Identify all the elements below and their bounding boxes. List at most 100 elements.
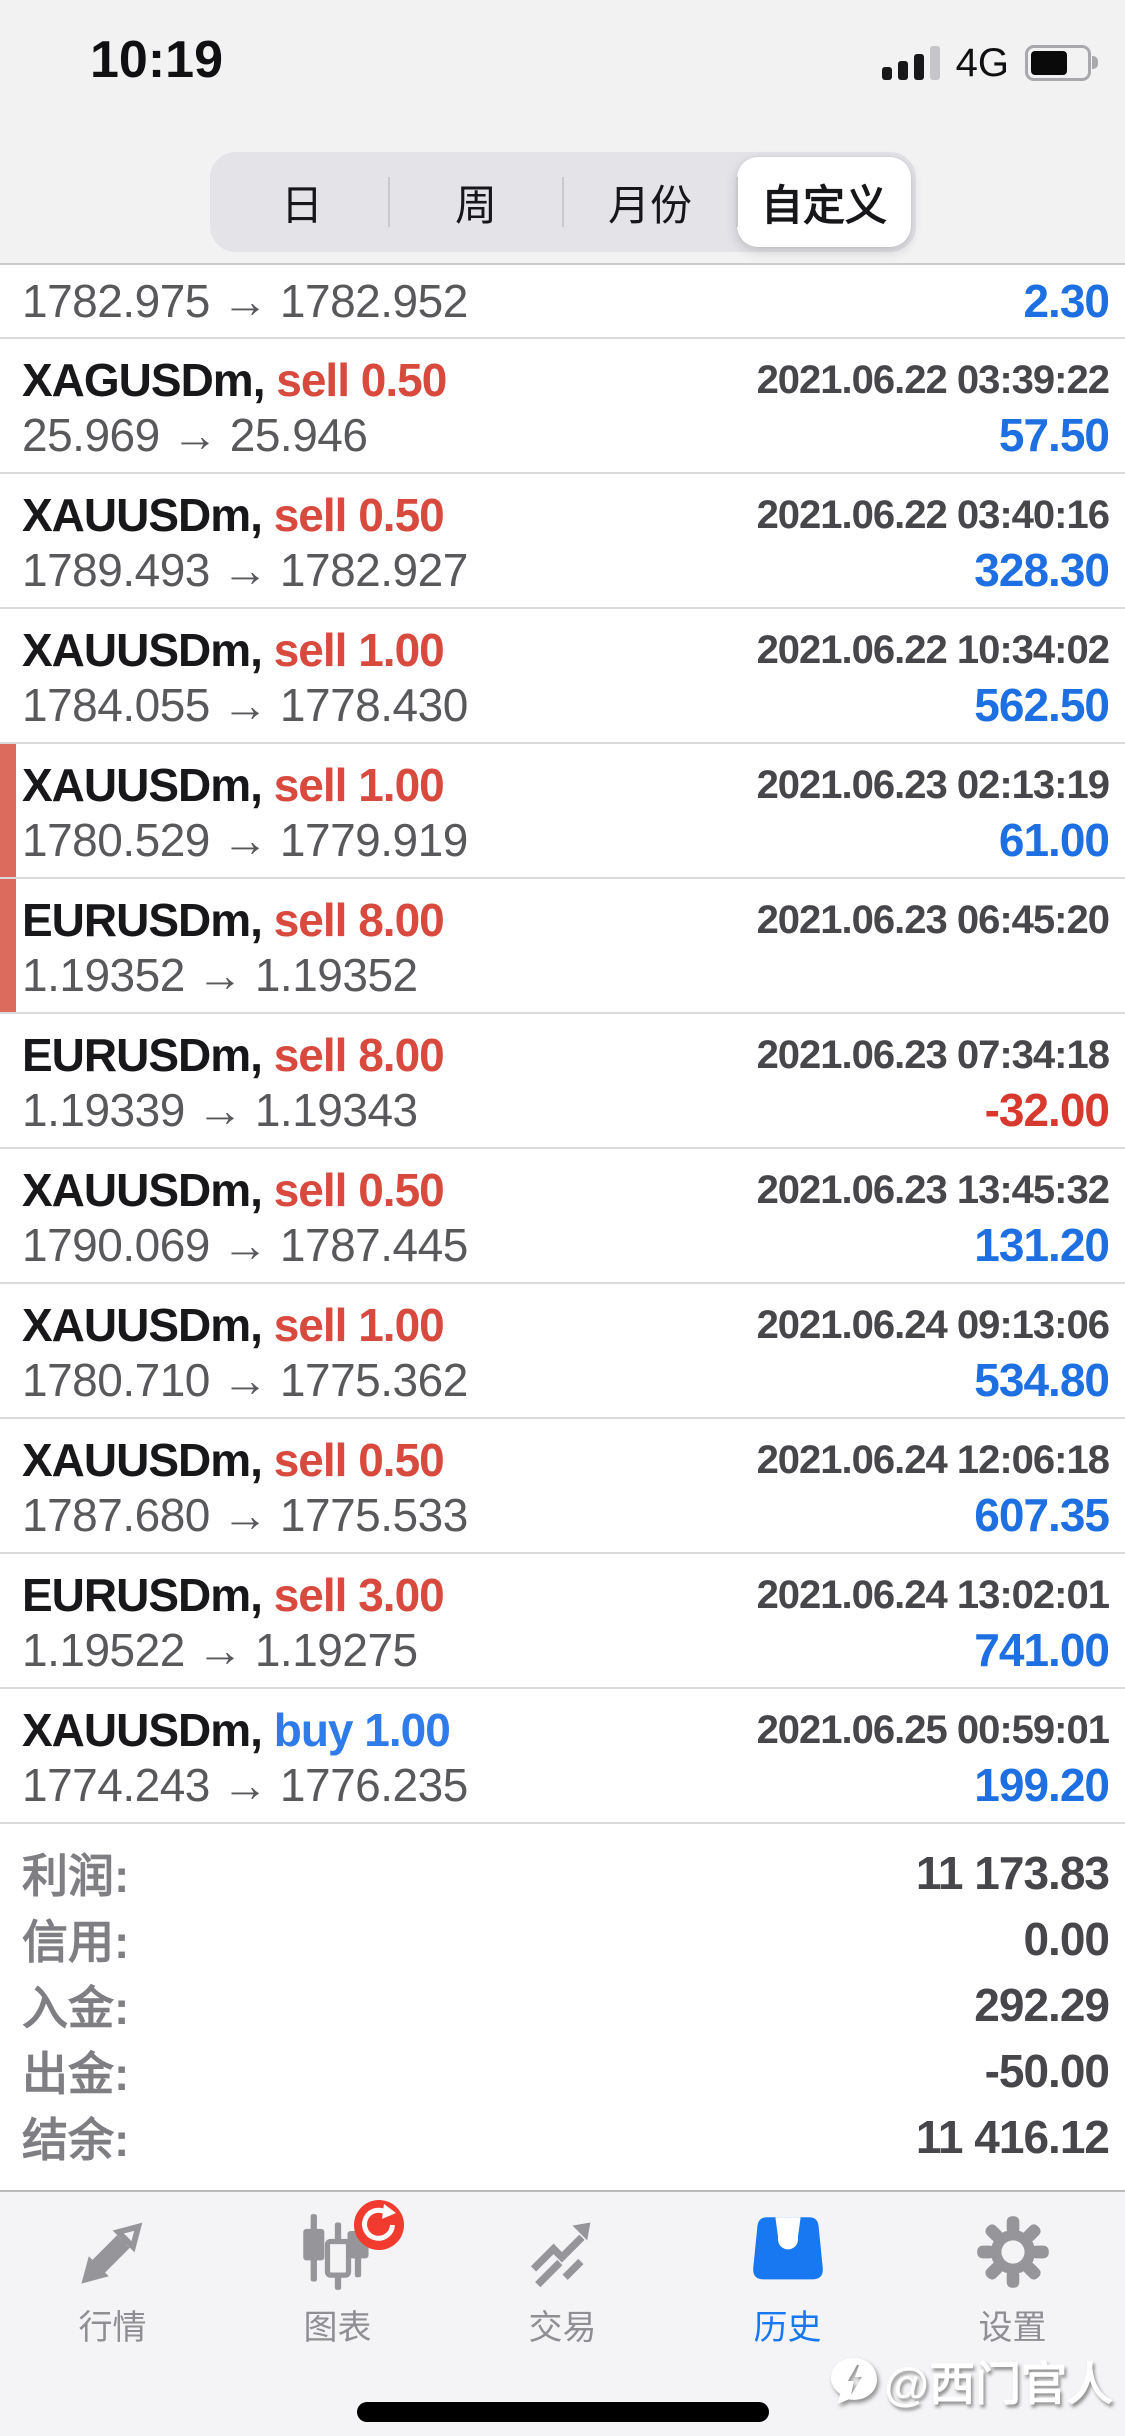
quotes-icon xyxy=(73,2212,153,2292)
trade-profit: 328.30 xyxy=(974,544,1110,596)
trade-symbol: EURUSDm, sell 8.00 xyxy=(22,1029,445,1081)
trade-side-volume: sell 1.00 xyxy=(273,624,445,676)
trade-symbol: XAUUSDm, sell 1.00 xyxy=(22,1299,445,1351)
trade-open-close-prices: 1.19339 → 1.19343 xyxy=(22,1084,418,1136)
trade-symbol: XAUUSDm, sell 1.00 xyxy=(22,624,445,676)
trade-row[interactable]: XAUUSDm, sell 0.50 2021.06.22 03:40:16 178… xyxy=(0,474,1125,609)
trade-datetime: 2021.06.24 12:06:18 xyxy=(756,1437,1110,1482)
trade-datetime: 2021.06.24 13:02:01 xyxy=(756,1572,1110,1617)
trade-row[interactable]: XAUUSDm, sell 1.00 2021.06.23 02:13:19 178… xyxy=(0,744,1125,879)
trade-datetime: 2021.06.23 06:45:20 xyxy=(756,897,1110,942)
trade-profit: 57.50 xyxy=(998,409,1110,461)
trade-side-volume: sell 8.00 xyxy=(273,894,445,946)
account-summary: 利润: 11 173.83 信用: 0.00 入金: 292.29 出金: -50.00 结余:… xyxy=(0,1824,1125,2170)
trade-open-close-prices: 1.19352 → 1.19352 xyxy=(22,949,418,1001)
trade-row-header-line: XAUUSDm, buy 1.00 2021.06.25 00:59:01 xyxy=(22,1701,1110,1759)
trade-profit: 562.50 xyxy=(974,679,1110,731)
network-type-label: 4G xyxy=(955,40,1009,85)
trade-row[interactable]: EURUSDm, sell 8.00 2021.06.23 07:34:18 1.1… xyxy=(0,1014,1125,1149)
trade-symbol: XAUUSDm, sell 0.50 xyxy=(22,489,445,541)
trade-profit: 131.20 xyxy=(974,1219,1110,1271)
trade-row-price-line: 1784.055 → 1778.430 562.50 xyxy=(22,676,1110,734)
trade-open-close-prices: 1789.493 → 1782.927 xyxy=(22,544,468,596)
home-indicator[interactable] xyxy=(356,2402,769,2422)
charts-icon xyxy=(298,2200,404,2292)
trade-row[interactable]: EURUSDm, sell 8.00 2021.06.23 06:45:20 1.1… xyxy=(0,879,1125,1014)
trade-datetime: 2021.06.24 09:13:06 xyxy=(756,1302,1110,1347)
summary-value: 11 416.12 xyxy=(915,2111,1110,2163)
trade-row-header-line: XAUUSDm, sell 1.00 2021.06.23 02:13:19 xyxy=(22,756,1110,814)
tab-历史[interactable]: 历史 xyxy=(675,2212,900,2349)
trade-open-close-prices: 1.19522 → 1.19275 xyxy=(22,1624,418,1676)
watermark: @西门官人 xyxy=(828,2348,1113,2414)
trade-datetime: 2021.06.22 03:40:16 xyxy=(756,492,1110,537)
trade-row[interactable]: XAGUSDm, sell 0.50 2021.06.22 03:39:22 25.… xyxy=(0,339,1125,474)
trade-row-header-line: XAUUSDm, sell 0.50 2021.06.23 13:45:32 xyxy=(22,1161,1110,1219)
trade-row-header-line: EURUSDm, sell 8.00 2021.06.23 06:45:20 xyxy=(22,891,1110,949)
trade-row[interactable]: XAUUSDm, buy 1.00 2021.06.25 00:59:01 1774… xyxy=(0,1689,1125,1824)
trade-row-price-line: 1780.710 → 1775.362 534.80 xyxy=(22,1351,1110,1409)
watermark-text: @西门官人 xyxy=(884,2358,1113,2410)
trade-row[interactable]: XAUUSDm, sell 0.50 2021.06.23 13:45:32 179… xyxy=(0,1149,1125,1284)
row-accent-bar xyxy=(0,879,16,1012)
trade-open-close-prices: 1782.975 → 1782.952 xyxy=(22,275,468,327)
tab-label: 行情 xyxy=(78,2309,147,2347)
summary-value: -50.00 xyxy=(984,2045,1110,2097)
trade-row-price-line: 1.19522 → 1.19275 741.00 xyxy=(22,1621,1110,1679)
trade-row[interactable]: XAUUSDm, sell 1.00 2021.06.24 09:13:06 178… xyxy=(0,1284,1125,1419)
trade-row-price-line: 25.969 → 25.946 57.50 xyxy=(22,406,1110,464)
tab-label: 设置 xyxy=(978,2309,1047,2347)
tab-设置[interactable]: 设置 xyxy=(900,2212,1125,2349)
trade-row[interactable]: XAUUSDm, sell 1.00 2021.06.22 10:34:02 178… xyxy=(0,609,1125,744)
trade-profit: 741.00 xyxy=(974,1624,1110,1676)
trade-icon xyxy=(523,2212,603,2292)
summary-value: 11 173.83 xyxy=(915,1847,1110,1899)
trade-symbol: XAUUSDm, sell 0.50 xyxy=(22,1164,445,1216)
trade-row[interactable]: XAUUSDm, sell 0.50 2021.06.24 12:06:18 178… xyxy=(0,1419,1125,1554)
trade-datetime: 2021.06.25 00:59:01 xyxy=(756,1707,1110,1752)
trade-open-close-prices: 1790.069 → 1787.445 xyxy=(22,1219,468,1271)
trade-row[interactable]: 1782.975 → 1782.952 2.30 xyxy=(0,265,1125,339)
trade-open-close-prices: 1780.710 → 1775.362 xyxy=(22,1354,468,1406)
tab-图表[interactable]: 图表 xyxy=(225,2200,450,2349)
trade-row-price-line: 1787.680 → 1775.533 607.35 xyxy=(22,1486,1110,1544)
summary-label: 利润: xyxy=(22,1850,130,1902)
trade-row[interactable]: EURUSDm, sell 3.00 2021.06.24 13:02:01 1.1… xyxy=(0,1554,1125,1689)
trade-datetime: 2021.06.23 13:45:32 xyxy=(756,1167,1110,1212)
row-accent-bar xyxy=(0,744,16,877)
trade-symbol: EURUSDm, sell 8.00 xyxy=(22,894,445,946)
period-segment-1[interactable]: 周 xyxy=(388,157,563,247)
trade-profit: 607.35 xyxy=(974,1489,1110,1541)
trade-side-volume: buy 1.00 xyxy=(273,1704,451,1756)
trade-datetime: 2021.06.23 07:34:18 xyxy=(756,1032,1110,1077)
battery-icon xyxy=(1025,45,1098,81)
trade-row-price-line: 1789.493 → 1782.927 328.30 xyxy=(22,541,1110,599)
trade-row-header-line: XAGUSDm, sell 0.50 2021.06.22 03:39:22 xyxy=(22,351,1110,409)
tab-label: 历史 xyxy=(753,2309,822,2347)
summary-row: 结余: 11 416.12 xyxy=(0,2104,1125,2170)
trade-profit: 61.00 xyxy=(998,814,1110,866)
period-segment-3[interactable]: 自定义 xyxy=(736,157,911,247)
trade-list: 1782.975 → 1782.952 2.30 XAGUSDm, sell 0.5… xyxy=(0,265,1125,1824)
header: 10:19 4G 日 周月份 自定义 xyxy=(0,0,1125,265)
trade-profit: -32.00 xyxy=(984,1084,1110,1136)
period-segment-2[interactable]: 月份 xyxy=(562,157,737,247)
summary-row: 出金: -50.00 xyxy=(0,2038,1125,2104)
tab-label: 图表 xyxy=(303,2309,372,2347)
tab-bar: 行情 图表 交易 历史 设置 @西门官人 xyxy=(0,2190,1125,2436)
trade-side-volume: sell 0.50 xyxy=(273,1164,445,1216)
trade-symbol: XAGUSDm, sell 0.50 xyxy=(22,354,447,406)
period-segmented-control: 日 周月份 自定义 xyxy=(210,152,916,252)
tab-交易[interactable]: 交易 xyxy=(450,2212,675,2349)
tab-行情[interactable]: 行情 xyxy=(0,2212,225,2349)
trade-row-price-line: 1780.529 → 1779.919 61.00 xyxy=(22,811,1110,869)
trade-row-price-line: 1790.069 → 1787.445 131.20 xyxy=(22,1216,1110,1274)
lightning-bubble-icon xyxy=(831,2358,878,2404)
period-segment-0[interactable]: 日 xyxy=(280,181,323,229)
status-time: 10:19 xyxy=(90,31,223,89)
trade-open-close-prices: 1787.680 → 1775.533 xyxy=(22,1489,468,1541)
summary-row: 利润: 11 173.83 xyxy=(0,1840,1125,1906)
trade-side-volume: sell 3.00 xyxy=(273,1569,445,1621)
trade-profit: 199.20 xyxy=(974,1759,1110,1811)
